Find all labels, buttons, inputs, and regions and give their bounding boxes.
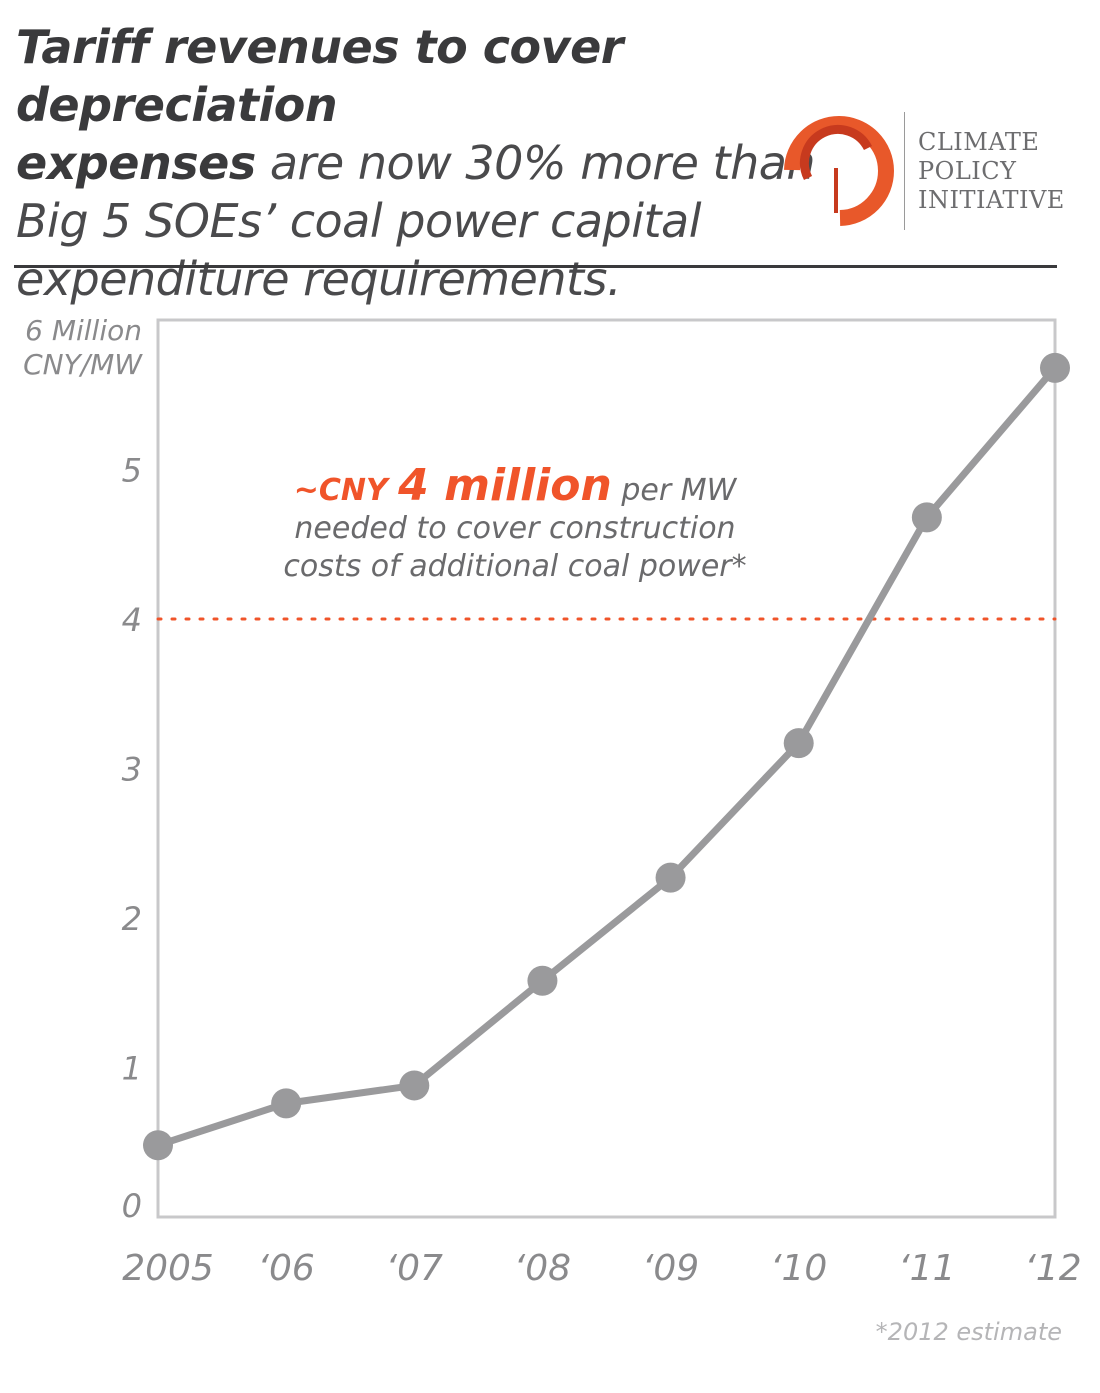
annotation-prefix: ~CNY	[294, 473, 398, 508]
y-tick-label: 4	[122, 601, 142, 639]
logo-divider	[904, 112, 905, 230]
x-tick-label: ‘11	[898, 1248, 955, 1289]
y-tick-label: 3	[122, 751, 142, 789]
x-tick-label: ‘09	[642, 1248, 699, 1289]
cpi-ring-icon	[784, 116, 894, 226]
annotation-highlight: 4 million	[397, 460, 612, 511]
annotation-suffix: per MW	[612, 473, 738, 508]
logo-text: CLIMATE POLICY INITIATIVE	[918, 128, 1065, 215]
y-tick-label: 2	[122, 900, 142, 938]
title-bold-line1: Tariff revenues to cover depreciation	[16, 20, 623, 132]
x-tick-label: 2005	[122, 1248, 214, 1289]
title-line2-rest: are now 30% more than	[255, 136, 816, 190]
data-point	[911, 502, 942, 533]
logo-line-climate: CLIMATE	[918, 128, 1040, 156]
chart-title: Tariff revenues to cover depreciation ex…	[16, 18, 816, 308]
climate-policy-initiative-logo	[780, 108, 1080, 238]
title-line3: Big 5 SOEs’ coal power capital	[16, 194, 702, 248]
x-tick-label: ‘07	[386, 1248, 443, 1289]
plot-frame	[156, 318, 1057, 1219]
data-point	[271, 1088, 302, 1119]
y-tick-label: 1	[122, 1050, 142, 1088]
data-point	[1040, 352, 1070, 383]
y-tick-label: 0	[122, 1187, 142, 1225]
logo-line-initiative: INITIATIVE	[918, 186, 1065, 214]
x-tick-label: ‘06	[258, 1248, 315, 1289]
header-rule	[14, 265, 1057, 268]
data-point	[527, 965, 558, 996]
logo-line-policy: POLICY	[918, 157, 1017, 185]
data-point	[783, 728, 814, 759]
y-tick-label: 5	[122, 452, 142, 490]
x-tick-label: ‘12	[1024, 1248, 1081, 1289]
x-tick-label: ‘10	[770, 1248, 827, 1289]
title-line4: expenditure requirements.	[16, 252, 622, 306]
annotation-line2: needed to cover construction	[294, 511, 735, 546]
y-axis-unit-line2: CNY/MW	[23, 348, 143, 381]
title-bold-line2: expenses	[16, 136, 256, 190]
data-point	[655, 862, 686, 893]
y-axis-unit-line1: 6 Million	[25, 314, 142, 347]
annotation-headline: ~CNY 4 million per MW	[294, 460, 738, 511]
data-point	[143, 1130, 173, 1161]
footnote: *2012 estimate	[875, 1318, 1062, 1346]
annotation-line3: costs of additional coal power*	[283, 549, 746, 584]
x-tick-label: ‘08	[514, 1248, 571, 1289]
series-line	[154, 364, 1059, 1149]
data-point	[399, 1070, 430, 1101]
